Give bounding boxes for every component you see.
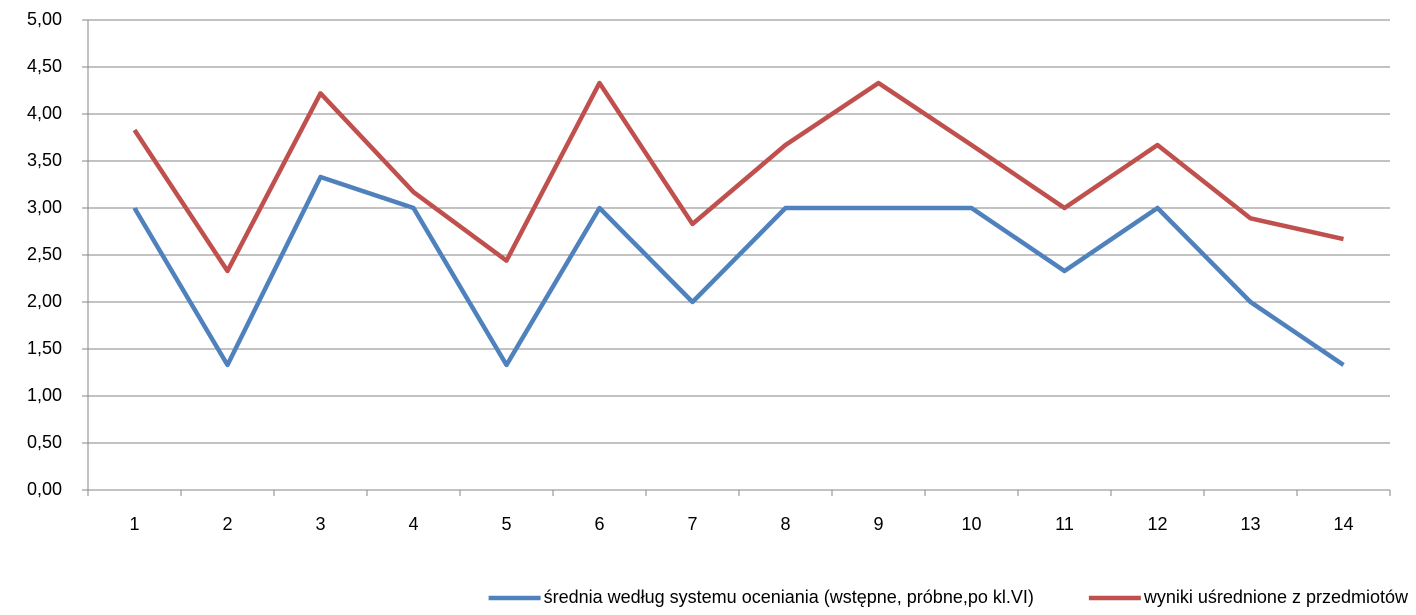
y-tick-label: 5,00 [27,9,62,29]
y-tick-label: 2,00 [27,291,62,311]
legend-label: wyniki uśrednione z przedmiotów [1143,587,1409,607]
x-tick-label: 11 [1055,514,1074,534]
x-tick-label: 12 [1147,514,1167,534]
x-tick-label: 9 [873,514,883,534]
y-tick-label: 4,50 [27,56,62,76]
y-tick-label: 0,00 [27,479,62,499]
y-tick-label: 3,50 [27,150,62,170]
y-tick-label: 3,00 [27,197,62,217]
x-tick-label: 4 [408,514,418,534]
legend-label: średnia według systemu oceniania (wstępn… [544,587,1034,607]
x-tick-label: 3 [315,514,325,534]
y-tick-label: 4,00 [27,103,62,123]
x-tick-label: 7 [687,514,697,534]
x-tick-label: 10 [961,514,981,534]
series-line [132,80,1344,274]
x-tick-label: 13 [1240,514,1260,534]
x-tick-label: 14 [1333,514,1353,534]
series-line [132,174,1345,368]
y-tick-label: 2,50 [27,244,62,264]
y-tick-label: 0,50 [27,432,62,452]
x-tick-label: 5 [501,514,511,534]
x-tick-label: 1 [129,514,139,534]
x-tick-label: 2 [222,514,232,534]
x-tick-label: 8 [780,514,790,534]
x-tick-label: 6 [594,514,604,534]
y-tick-label: 1,00 [27,385,62,405]
y-tick-label: 1,50 [27,338,62,358]
